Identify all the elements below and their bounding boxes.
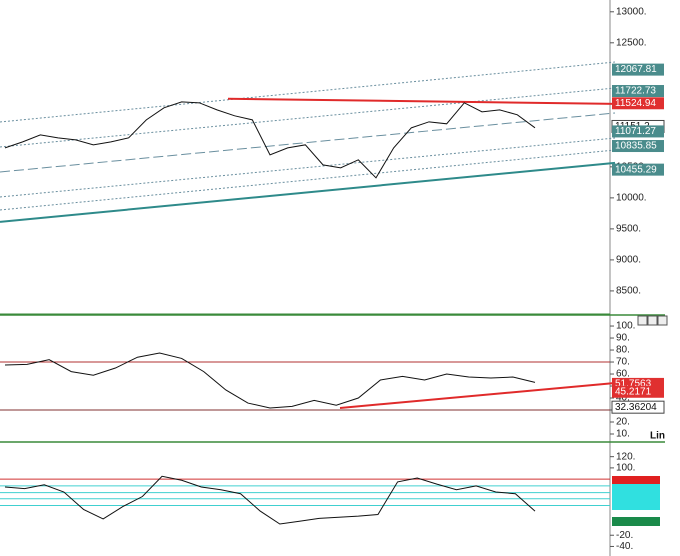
price-label-box: [612, 85, 664, 98]
price-label-box: [612, 163, 664, 176]
window-buttons[interactable]: [637, 315, 668, 326]
price-label: 11722.73: [615, 86, 656, 97]
band-box: [612, 476, 660, 484]
trend-line: [0, 161, 616, 223]
y-tick-label: -20.: [616, 530, 633, 541]
price-label: 11071.27: [615, 126, 656, 137]
y-tick-label: 8500.: [616, 286, 641, 297]
y-tick-label: 13000.: [616, 6, 647, 17]
price-label: 12067.81: [615, 64, 657, 75]
y-tick-label: 9500.: [616, 224, 641, 235]
y-tick-label: 100.: [616, 463, 635, 474]
y-tick-label: 20.: [616, 417, 630, 428]
price-label: 51.7563: [615, 379, 652, 390]
channel-lines: [0, 61, 616, 211]
band-box: [612, 484, 660, 510]
y-tick-label: 10000.: [616, 193, 647, 204]
price-label-box: [612, 385, 664, 398]
y-tick-label: 12500.: [616, 37, 647, 48]
y-tick-label: 70.: [616, 357, 630, 368]
price-label: 10835.85: [615, 141, 657, 152]
y-tick-label: -40.: [616, 541, 633, 552]
price-label: 10455.29: [615, 164, 657, 175]
y-tick-label: 120.: [616, 451, 635, 462]
price-label: 45.2171: [615, 386, 652, 397]
price-label-box: [612, 97, 664, 110]
price-label: 11524.94: [615, 98, 656, 109]
y-tick-label: 10.: [616, 429, 630, 440]
band-box: [612, 517, 660, 526]
price-label-box: [612, 125, 664, 138]
y-tick-label: 90.: [616, 333, 630, 344]
y-tick-label: 9000.: [616, 255, 641, 266]
trend-line: [227, 97, 616, 105]
trend-line: [339, 382, 616, 409]
series-line: [4, 475, 536, 525]
scale-label: Lin: [650, 431, 665, 442]
price-label-box: [612, 63, 664, 76]
y-tick-label: 100.: [616, 321, 635, 332]
price-label-box: [612, 140, 664, 153]
series-line: [4, 101, 536, 179]
price-label-box: [611, 400, 665, 414]
y-tick-label: 80.: [616, 345, 630, 356]
y-tick-label: 40.: [616, 393, 630, 404]
y-tick-label: 60.: [616, 369, 630, 380]
series-line: [4, 352, 536, 409]
price-label: 32.36204: [615, 402, 657, 413]
